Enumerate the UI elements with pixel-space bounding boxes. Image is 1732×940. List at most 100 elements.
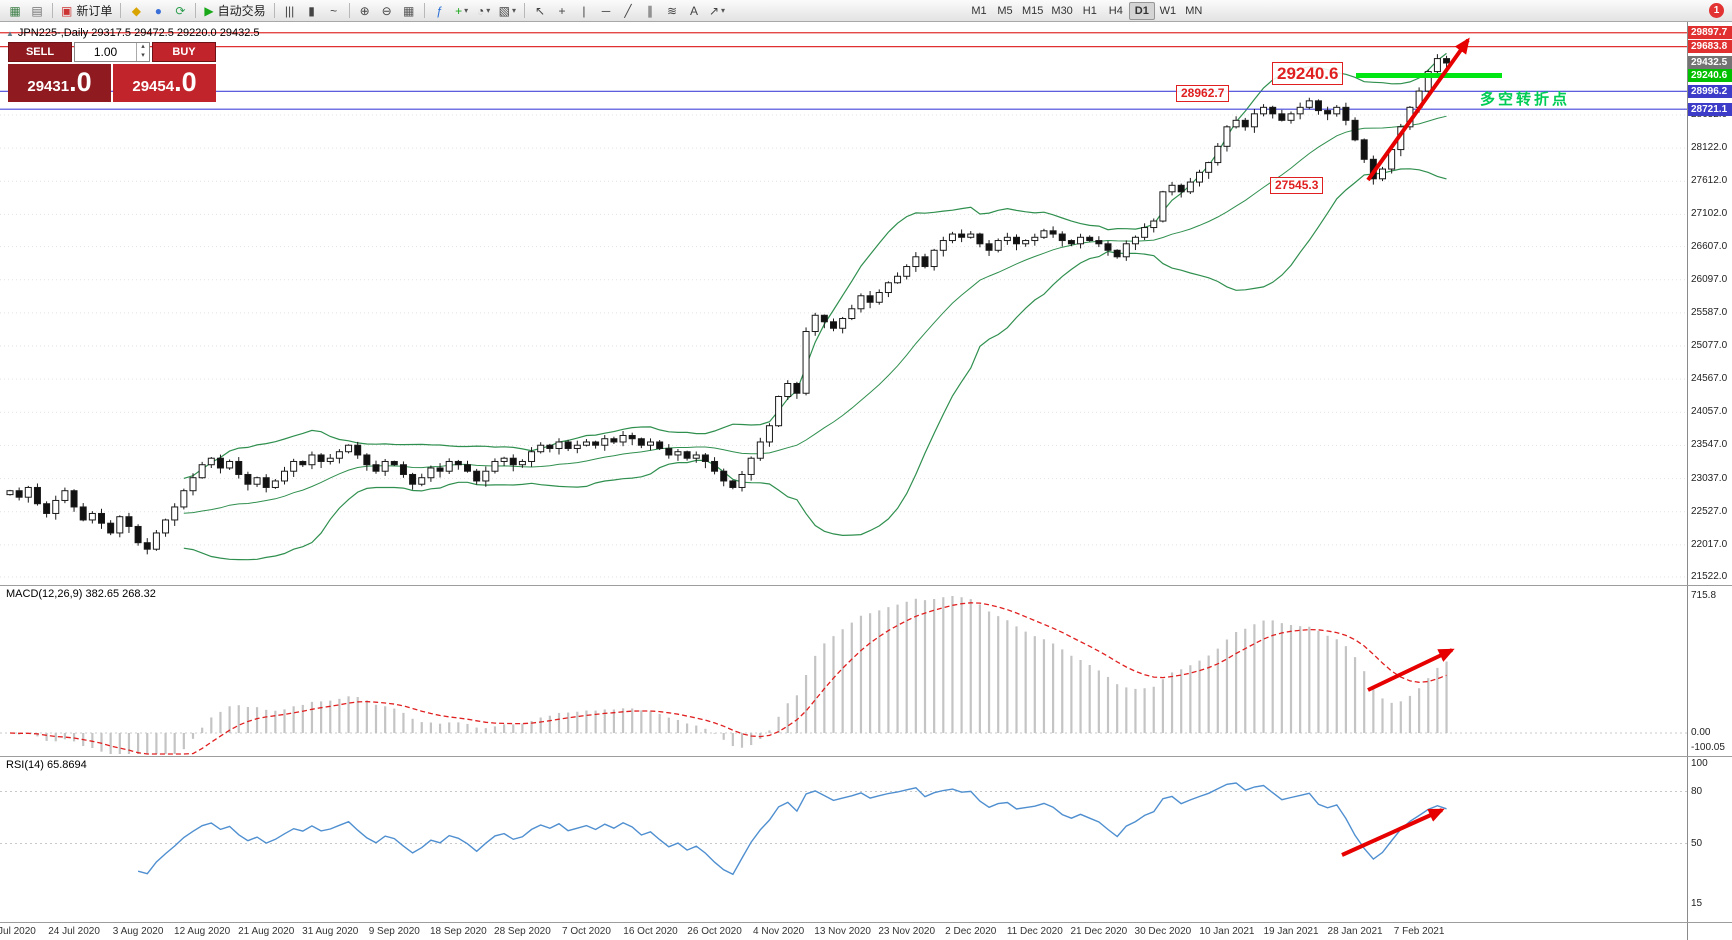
vertical-line-button[interactable]: | (573, 1, 595, 21)
scale-tick-label: 80 (1691, 785, 1703, 797)
tile-windows-button[interactable]: ▦ (398, 1, 420, 21)
date-label: 21 Aug 2020 (238, 926, 295, 937)
timeframe-m5-button[interactable]: M5 (997, 5, 1013, 17)
scale-tick-label: 24567.0 (1691, 373, 1728, 385)
timeframe-h1-button[interactable]: H1 (1082, 5, 1097, 17)
text-label-button[interactable]: A (683, 1, 705, 21)
timeframe-w1-button[interactable]: W1 (1159, 5, 1177, 17)
zoom-out-button[interactable]: ⊖ (376, 1, 398, 21)
equidistant-channel-icon: ∥ (646, 3, 653, 18)
date-label: 16 Oct 2020 (623, 926, 678, 937)
toolbar-separator (523, 3, 525, 18)
macd-pane-separator[interactable] (0, 585, 1732, 586)
new-order-icon: ▣ (61, 3, 73, 18)
market-watch-button[interactable]: ◆ (125, 1, 147, 21)
zoom-in-button[interactable]: ⊕ (354, 1, 376, 21)
equidistant-channel-button[interactable]: ∥ (639, 1, 661, 21)
autotrading-button[interactable]: ▶ 自动交易 (200, 1, 269, 21)
add-indicator-button[interactable]: + ▾ (451, 1, 473, 21)
bid-price-button[interactable]: 29431.0 (8, 64, 111, 102)
buy-button[interactable]: BUY (152, 42, 216, 62)
timeframe-d1-button[interactable]: D1 (1128, 2, 1155, 20)
scale-tick-label: 715.8 (1691, 590, 1717, 601)
lot-decrease-icon[interactable]: ▾ (141, 52, 145, 59)
trend-arrows[interactable] (1341, 37, 1470, 857)
navigator-button[interactable]: ⟳ (169, 1, 191, 21)
price-marker-28996.2: 28996.2 (1688, 84, 1732, 98)
fibonacci-button[interactable]: ≋ (661, 1, 683, 21)
indicators-icon: ƒ (436, 3, 443, 18)
scale-tick-label: 21522.0 (1691, 571, 1728, 582)
candlestick-chart-icon: ▮ (308, 3, 315, 18)
timeframe-m15-button[interactable]: M15 (1022, 5, 1044, 17)
date-label: 19 Jan 2021 (1263, 926, 1319, 937)
price-marker-28721.1: 28721.1 (1688, 102, 1732, 116)
chart-profiles-button[interactable]: ▤ (26, 1, 48, 21)
timeframe-toolbar: M1 M5 M15 M30 H1 H4 D1 W1 MN (966, 2, 1207, 20)
price-marker-29897.7: 29897.7 (1688, 26, 1732, 40)
price-scale[interactable]: 28632.028122.027612.027102.026607.026097… (1687, 22, 1732, 940)
zoom-in-icon: ⊕ (359, 3, 370, 18)
lot-size-value[interactable]: 1.00 (93, 45, 118, 59)
arrows-tool-button[interactable]: ↗ ▾ (705, 1, 729, 21)
navigator-icon: ⟳ (175, 3, 186, 18)
timeframe-h4-button[interactable]: H4 (1108, 5, 1123, 17)
ask-price-main: 29454 (132, 78, 175, 95)
axis-separator (0, 922, 1732, 923)
notification-badge[interactable]: 1 (1709, 3, 1724, 18)
date-label: 7 Feb 2021 (1393, 926, 1445, 937)
date-label: 13 Nov 2020 (814, 926, 871, 937)
timeframe-m30-button[interactable]: M30 (1051, 5, 1073, 17)
scale-tick-label: 26607.0 (1691, 240, 1728, 252)
bid-price-frac: .0 (69, 67, 92, 97)
new-chart-button[interactable]: ▦ (4, 1, 26, 21)
indicators-button[interactable]: ƒ (429, 1, 451, 21)
toolbar-separator (120, 3, 122, 18)
line-chart-button[interactable]: ~ (323, 1, 345, 21)
date-label: 7 Oct 2020 (561, 926, 611, 937)
periods-button[interactable]: ◔ ▾ (473, 1, 495, 21)
new-order-label: 新订单 (76, 4, 113, 18)
crosshair-button[interactable]: + (551, 1, 573, 21)
macd-signal-line (9, 602, 1447, 755)
fibonacci-icon: ≋ (666, 3, 677, 18)
rsi-pane-separator[interactable] (0, 756, 1732, 757)
date-label: 4 Nov 2020 (753, 926, 805, 937)
toolbar: ▦ ▤ ▣ 新订单 ◆ ● ⟳ ▶ 自动交易 ||| ▮ ~ ⊕ ⊖ ▦ ƒ + ▾ ◔ ▾ ▧ ▾ ↖ + | ─ ╱ ∥ ≋ A ↗ ▾ … (0, 0, 1732, 22)
price-label-28962[interactable]: 28962.7 (1176, 85, 1230, 102)
horizontal-level-lines (0, 32, 1687, 110)
new-order-button[interactable]: ▣ 新订单 (57, 1, 116, 21)
horizontal-line-button[interactable]: ─ (595, 1, 617, 21)
date-label: 28 Sep 2020 (494, 926, 551, 937)
bar-chart-button[interactable]: ||| (279, 1, 301, 21)
lot-increase-icon[interactable]: ▴ (141, 43, 145, 50)
cursor-button[interactable]: ↖ (529, 1, 551, 21)
bar-chart-icon: ||| (284, 3, 295, 18)
turning-point-note[interactable]: 多空转折点 (1480, 91, 1571, 108)
bollinger-bands (183, 52, 1447, 561)
toolbar-separator (52, 3, 53, 18)
chart-icon: ▲ (6, 29, 14, 38)
timeframe-mn-button[interactable]: MN (1185, 5, 1203, 17)
trendline-button[interactable]: ╱ (617, 1, 639, 21)
price-label-29240[interactable]: 29240.6 (1272, 62, 1344, 85)
macd-indicator-label: MACD(12,26,9) 382.65 268.32 (6, 588, 156, 600)
candlestick-chart-button[interactable]: ▮ (301, 1, 323, 21)
price-marker-29432.5: 29432.5 (1688, 56, 1732, 70)
time-axis[interactable]: 15 Jul 2020 24 Jul 2020 3 Aug 2020 12 Aug 2… (0, 923, 1687, 940)
lot-size-input[interactable]: 1.00 ▴ ▾ (74, 42, 150, 62)
chart-symbol-info: ▲ JPN225-,Daily 29317.5 29472.5 29220.0 2… (6, 27, 260, 39)
templates-button[interactable]: ▧ ▾ (495, 1, 520, 21)
sell-button[interactable]: SELL (8, 42, 72, 62)
scale-tick-label: -100.05 (1691, 742, 1725, 753)
ask-price-button[interactable]: 29454.0 (113, 64, 216, 102)
date-label: 31 Aug 2020 (302, 926, 359, 937)
timeframe-m1-button[interactable]: M1 (971, 5, 987, 17)
price-label-27545[interactable]: 27545.3 (1270, 177, 1324, 194)
market-watch-icon: ◆ (131, 3, 141, 18)
cursor-icon: ↖ (534, 3, 545, 18)
scale-tick-label: 25587.0 (1691, 306, 1728, 318)
data-window-button[interactable]: ● (147, 1, 169, 21)
dropdown-caret-icon: ▾ (511, 6, 516, 15)
